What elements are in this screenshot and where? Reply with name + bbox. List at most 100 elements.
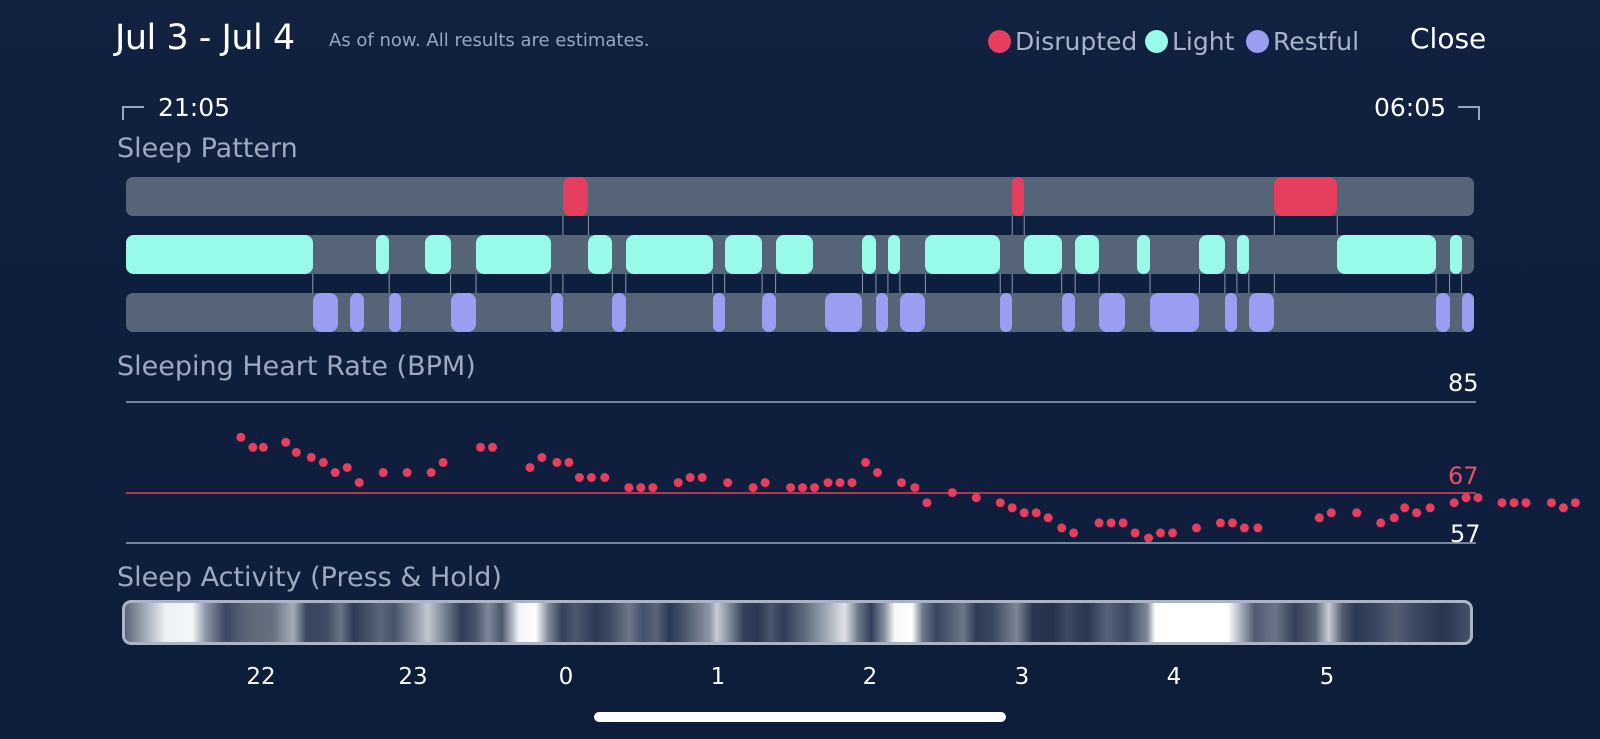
light-segment xyxy=(126,235,313,274)
heart-rate-point xyxy=(1497,498,1507,508)
heart-rate-point xyxy=(1057,523,1067,533)
light-segment xyxy=(1075,235,1100,274)
heart-rate-point xyxy=(318,457,328,467)
disrupted-dot-icon xyxy=(988,29,1011,53)
disrupted-track[interactable] xyxy=(126,177,1474,216)
heart-rate-point xyxy=(1461,493,1471,503)
heart-rate-point xyxy=(342,463,352,472)
hour-tick: 0 xyxy=(558,664,574,690)
restful-segment xyxy=(612,293,626,332)
heart-rate-point xyxy=(476,442,485,452)
heart-rate-title: Sleeping Heart Rate (BPM) xyxy=(117,351,476,382)
light-track[interactable] xyxy=(126,235,1474,274)
heart-rate-point xyxy=(1130,528,1140,538)
heart-rate-point xyxy=(378,468,388,477)
heart-rate-point xyxy=(1389,513,1399,523)
disrupted-segment xyxy=(1274,177,1338,216)
hour-tick: 3 xyxy=(1014,664,1030,690)
heart-rate-point xyxy=(564,457,574,467)
legend-disrupted-label: Disrupted xyxy=(1015,26,1138,56)
light-segment xyxy=(1449,235,1462,274)
heart-rate-point xyxy=(1215,518,1225,528)
heart-rate-point xyxy=(1069,528,1079,538)
restful-segment xyxy=(1000,293,1013,332)
heart-rate-point xyxy=(281,437,291,447)
heart-rate-point xyxy=(330,468,340,477)
end-bracket-icon xyxy=(1458,106,1480,120)
heart-rate-point xyxy=(872,468,882,477)
light-segment xyxy=(425,235,451,274)
light-segment xyxy=(925,235,1001,274)
heart-rate-point xyxy=(624,483,634,493)
heart-rate-point xyxy=(847,478,857,488)
heart-rate-point xyxy=(600,473,610,482)
heart-rate-point xyxy=(1007,503,1017,513)
light-segment xyxy=(476,235,551,274)
heart-rate-point xyxy=(1352,508,1362,518)
heart-rate-point xyxy=(1156,528,1165,538)
heart-rate-point xyxy=(438,457,448,467)
light-segment xyxy=(1337,235,1437,274)
heart-rate-point xyxy=(236,432,246,442)
heart-rate-point xyxy=(947,488,957,498)
heart-rate-point xyxy=(1473,493,1483,503)
restful-track[interactable] xyxy=(126,293,1474,332)
heart-rate-point xyxy=(258,442,268,452)
heart-rate-point xyxy=(810,483,819,493)
heart-rate-point xyxy=(306,452,316,462)
heart-rate-point xyxy=(1425,503,1435,513)
heart-rate-point xyxy=(673,478,683,488)
restful-segment xyxy=(875,293,888,332)
heart-rate-point xyxy=(426,468,436,477)
heart-rate-point xyxy=(1546,498,1556,508)
hour-tick: 5 xyxy=(1319,664,1335,690)
heart-rate-point xyxy=(910,483,920,493)
hour-tick: 23 xyxy=(398,664,428,690)
heart-rate-point xyxy=(1558,503,1568,513)
restful-segment xyxy=(450,293,477,332)
heart-rate-point xyxy=(1144,533,1153,543)
start-bracket-icon xyxy=(122,106,144,120)
heart-rate-point xyxy=(861,457,870,467)
heart-rate-point xyxy=(823,478,833,488)
restful-segment xyxy=(1099,293,1125,332)
close-button[interactable]: Close xyxy=(1410,22,1487,55)
legend-restful: Restful xyxy=(1246,24,1359,58)
max-bpm-label: 85 xyxy=(1448,369,1479,397)
heart-rate-point xyxy=(896,478,906,488)
estimate-note: As of now. All results are estimates. xyxy=(329,30,650,51)
restful-segment xyxy=(762,293,776,332)
page-title: Jul 3 - Jul 4 xyxy=(115,18,295,58)
hour-tick: 1 xyxy=(710,664,726,690)
heart-rate-point xyxy=(1376,518,1386,528)
disrupted-segment xyxy=(1012,177,1025,216)
heart-rate-point xyxy=(648,483,658,493)
restful-segment xyxy=(389,293,402,332)
min-bpm-label: 57 xyxy=(1450,520,1481,548)
restful-segment xyxy=(312,293,339,332)
heart-rate-point xyxy=(1253,523,1263,533)
heart-rate-point xyxy=(586,473,596,482)
heart-rate-point xyxy=(786,483,796,493)
heart-rate-point xyxy=(798,483,807,493)
restful-segment xyxy=(550,293,563,332)
heart-rate-point xyxy=(760,478,770,488)
sleep-activity-title: Sleep Activity (Press & Hold) xyxy=(117,562,502,593)
heart-rate-point xyxy=(835,478,845,488)
heart-rate-point xyxy=(697,473,707,482)
restful-segment xyxy=(1150,293,1200,332)
heart-rate-point xyxy=(1326,508,1336,518)
sleep-activity-bar[interactable] xyxy=(122,600,1473,645)
light-segment xyxy=(1199,235,1225,274)
home-indicator[interactable] xyxy=(594,712,1006,722)
restful-dot-icon xyxy=(1246,29,1269,53)
heart-rate-point xyxy=(723,478,733,488)
heart-rate-point xyxy=(1094,518,1104,528)
heart-rate-point xyxy=(922,498,932,508)
heart-rate-point xyxy=(971,493,981,503)
heart-rate-point xyxy=(1314,513,1324,523)
light-segment xyxy=(862,235,876,274)
end-time: 06:05 xyxy=(1374,93,1447,122)
heart-rate-point xyxy=(1043,513,1053,523)
